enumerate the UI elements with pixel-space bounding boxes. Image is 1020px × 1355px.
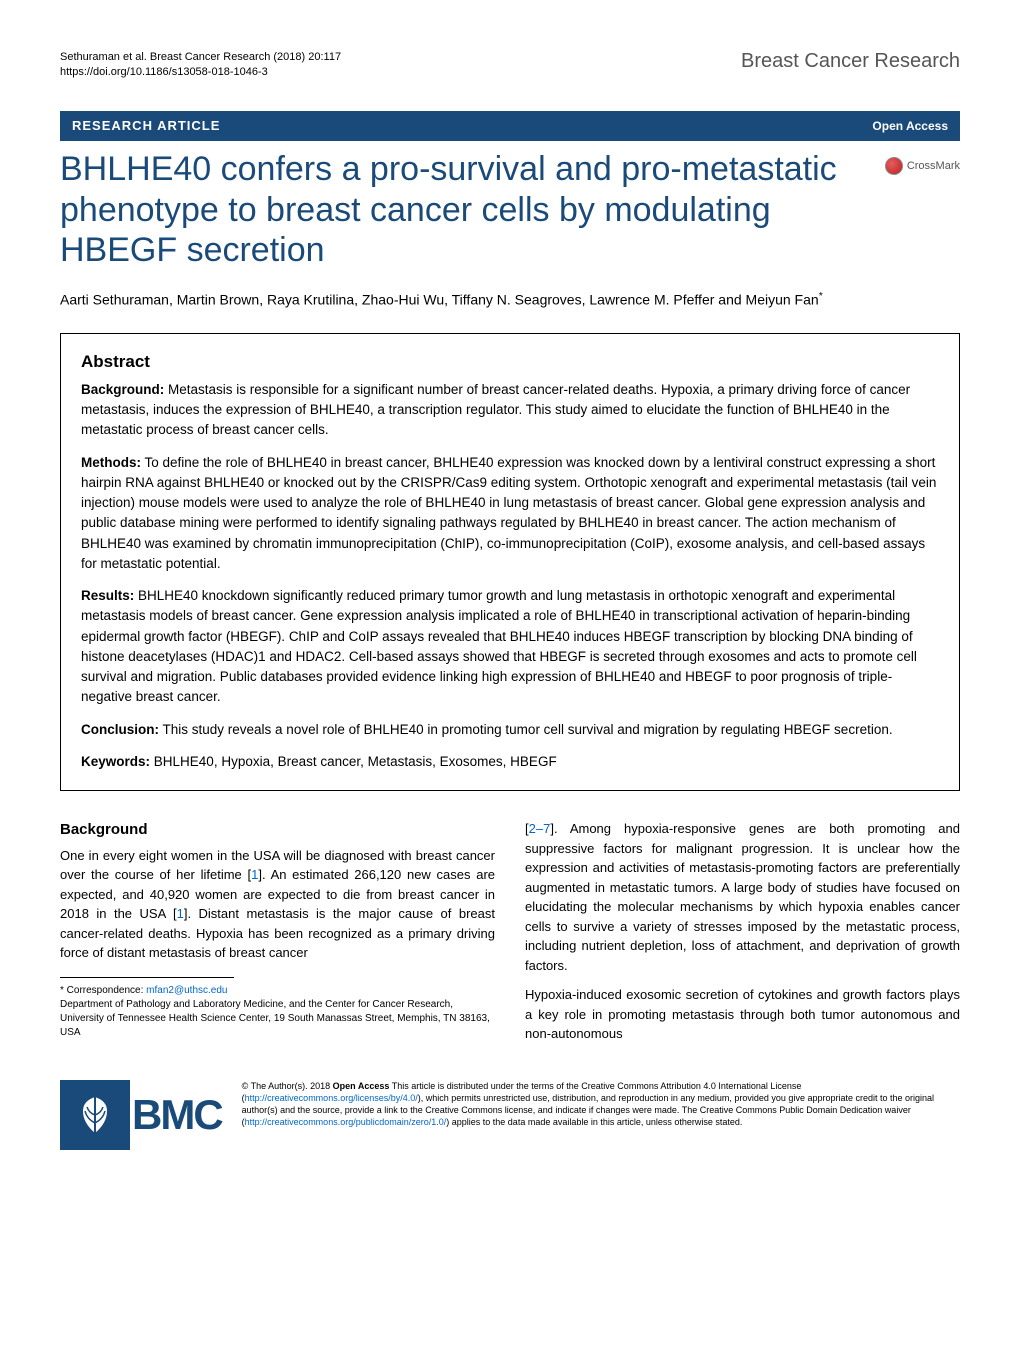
crossmark-badge[interactable]: CrossMark xyxy=(885,157,960,175)
citation-line: Sethuraman et al. Breast Cancer Research… xyxy=(60,50,341,65)
citation-block: Sethuraman et al. Breast Cancer Research… xyxy=(60,50,341,81)
doi-line: https://doi.org/10.1186/s13058-018-1046-… xyxy=(60,65,341,80)
abstract-results: Results: BHLHE40 knockdown significantly… xyxy=(81,586,939,708)
body-columns: Background One in every eight women in t… xyxy=(60,819,960,1054)
abstract-background: Background: Metastasis is responsible fo… xyxy=(81,380,939,441)
correspondence-email[interactable]: mfan2@uthsc.edu xyxy=(146,985,227,996)
affiliation-text: Department of Pathology and Laboratory M… xyxy=(60,998,495,1040)
license-link[interactable]: http://creativecommons.org/publicdomain/… xyxy=(245,1117,447,1127)
abstract-background-label: Background: xyxy=(81,382,164,397)
bmc-logo-text: BMC xyxy=(132,1091,222,1139)
correspondence-line: * Correspondence: mfan2@uthsc.edu xyxy=(60,984,495,998)
license-label: Open Access xyxy=(333,1081,390,1091)
crossmark-icon xyxy=(885,157,903,175)
license-copyright: © The Author(s). 2018 xyxy=(242,1081,333,1091)
abstract-results-text: BHLHE40 knockdown significantly reduced … xyxy=(81,588,917,704)
abstract-conclusion-label: Conclusion: xyxy=(81,722,159,737)
page-footer: BMC © The Author(s). 2018 Open Access Th… xyxy=(60,1080,960,1150)
authors-text: Aarti Sethuraman, Martin Brown, Raya Kru… xyxy=(60,292,819,308)
article-type-label: RESEARCH ARTICLE xyxy=(60,118,872,133)
corresponding-marker: * xyxy=(819,290,823,302)
abstract-results-label: Results: xyxy=(81,588,134,603)
body-text: Hypoxia-induced exosomic secretion of cy… xyxy=(525,987,960,1041)
abstract-box: Abstract Background: Metastasis is respo… xyxy=(60,333,960,791)
article-title: BHLHE40 confers a pro-survival and pro-m… xyxy=(60,149,875,271)
author-list: Aarti Sethuraman, Martin Brown, Raya Kru… xyxy=(60,289,960,311)
bmc-logo: BMC xyxy=(60,1080,222,1150)
open-access-label: Open Access xyxy=(872,119,960,133)
abstract-background-text: Metastasis is responsible for a signific… xyxy=(81,382,910,438)
license-block: © The Author(s). 2018 Open Access This a… xyxy=(242,1080,960,1129)
crossmark-label: CrossMark xyxy=(907,160,960,172)
abstract-keywords: Keywords: BHLHE40, Hypoxia, Breast cance… xyxy=(81,752,939,772)
journal-name: Breast Cancer Research xyxy=(741,50,960,73)
body-text: ]. Among hypoxia-responsive genes are bo… xyxy=(525,821,960,973)
background-heading: Background xyxy=(60,819,495,842)
ref-link[interactable]: 2–7 xyxy=(529,821,551,836)
footnote-block: * Correspondence: mfan2@uthsc.edu Depart… xyxy=(60,984,495,1040)
license-text: ) applies to the data made available in … xyxy=(446,1117,742,1127)
background-para-right-1: [2–7]. Among hypoxia-responsive genes ar… xyxy=(525,819,960,975)
abstract-methods-label: Methods: xyxy=(81,455,141,470)
left-column: Background One in every eight women in t… xyxy=(60,819,495,1054)
footnote-separator xyxy=(60,977,234,978)
background-para-right-2: Hypoxia-induced exosomic secretion of cy… xyxy=(525,985,960,1044)
ref-link[interactable]: 1 xyxy=(177,906,184,921)
abstract-conclusion: Conclusion: This study reveals a novel r… xyxy=(81,720,939,740)
correspondence-label: * Correspondence: xyxy=(60,985,146,996)
background-para-left: One in every eight women in the USA will… xyxy=(60,846,495,963)
abstract-methods: Methods: To define the role of BHLHE40 i… xyxy=(81,453,939,575)
bmc-logo-square xyxy=(60,1080,130,1150)
abstract-methods-text: To define the role of BHLHE40 in breast … xyxy=(81,455,936,571)
page-header: Sethuraman et al. Breast Cancer Research… xyxy=(60,50,960,81)
right-column: [2–7]. Among hypoxia-responsive genes ar… xyxy=(525,819,960,1054)
abstract-conclusion-text: This study reveals a novel role of BHLHE… xyxy=(159,722,893,737)
license-link[interactable]: http://creativecommons.org/licenses/by/4… xyxy=(245,1093,418,1103)
abstract-keywords-text: BHLHE40, Hypoxia, Breast cancer, Metasta… xyxy=(150,754,557,769)
article-type-bar: RESEARCH ARTICLE Open Access xyxy=(60,111,960,141)
abstract-heading: Abstract xyxy=(81,352,939,372)
bmc-spring-icon xyxy=(73,1093,117,1137)
abstract-keywords-label: Keywords: xyxy=(81,754,150,769)
